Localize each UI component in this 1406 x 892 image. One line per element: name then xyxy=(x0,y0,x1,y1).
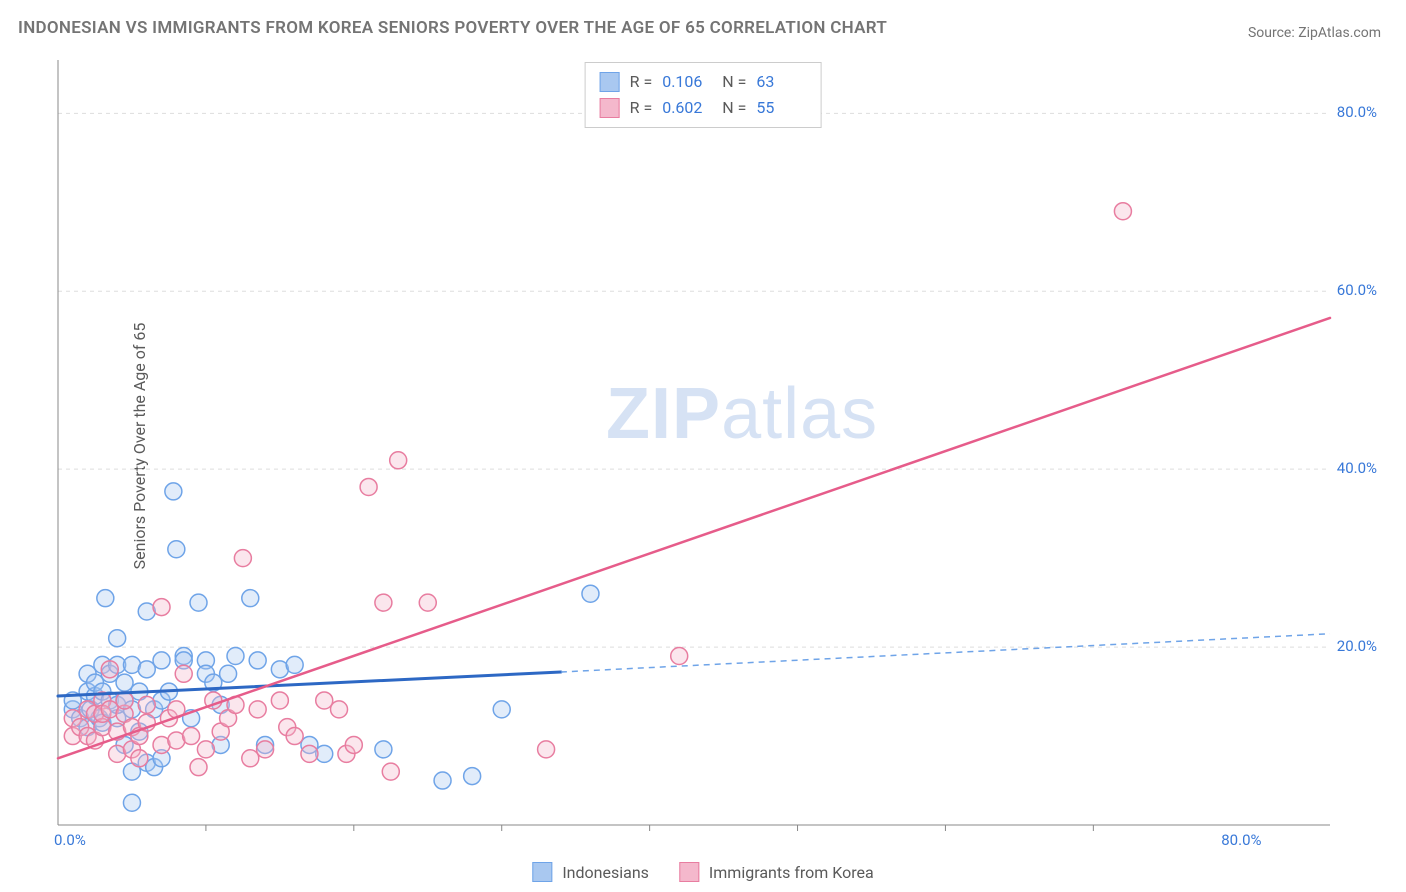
x-tick-label: 80.0% xyxy=(1221,831,1261,849)
source-link[interactable]: ZipAtlas.com xyxy=(1298,25,1381,41)
chart-plot-area: ZIPatlas 20.0%40.0%60.0%80.0%0.0%80.0% xyxy=(50,55,1381,852)
legend-swatch-0 xyxy=(532,862,552,882)
legend-item-1: Immigrants from Korea xyxy=(679,862,874,882)
n-label: N = xyxy=(722,69,746,95)
y-tick-label: 40.0% xyxy=(1337,459,1377,477)
legend-row-series-0: R = 0.106 N = 63 xyxy=(600,69,807,95)
chart-title: INDONESIAN VS IMMIGRANTS FROM KOREA SENI… xyxy=(18,18,887,38)
legend-item-0: Indonesians xyxy=(532,862,649,882)
r-label: R = xyxy=(630,69,653,95)
n-value-1: 55 xyxy=(756,95,806,121)
correlation-legend: R = 0.106 N = 63 R = 0.602 N = 55 xyxy=(585,62,822,128)
n-value-0: 63 xyxy=(756,69,806,95)
r-label: R = xyxy=(630,95,653,121)
scatter-chart-svg xyxy=(50,55,1380,850)
legend-label-1: Immigrants from Korea xyxy=(709,863,874,882)
n-label: N = xyxy=(722,95,746,121)
legend-row-series-1: R = 0.602 N = 55 xyxy=(600,95,807,121)
x-tick-label: 0.0% xyxy=(54,831,86,849)
y-tick-label: 60.0% xyxy=(1337,281,1377,299)
r-value-1: 0.602 xyxy=(662,95,712,121)
source-label: Source: xyxy=(1248,25,1295,41)
legend-swatch-0 xyxy=(600,72,620,92)
y-tick-label: 80.0% xyxy=(1337,103,1377,121)
legend-swatch-1 xyxy=(600,98,620,118)
y-tick-label: 20.0% xyxy=(1337,637,1377,655)
source-attribution: Source: ZipAtlas.com xyxy=(1248,25,1381,41)
series-legend: Indonesians Immigrants from Korea xyxy=(532,862,873,882)
r-value-0: 0.106 xyxy=(662,69,712,95)
legend-label-0: Indonesians xyxy=(562,863,649,882)
legend-swatch-1 xyxy=(679,862,699,882)
